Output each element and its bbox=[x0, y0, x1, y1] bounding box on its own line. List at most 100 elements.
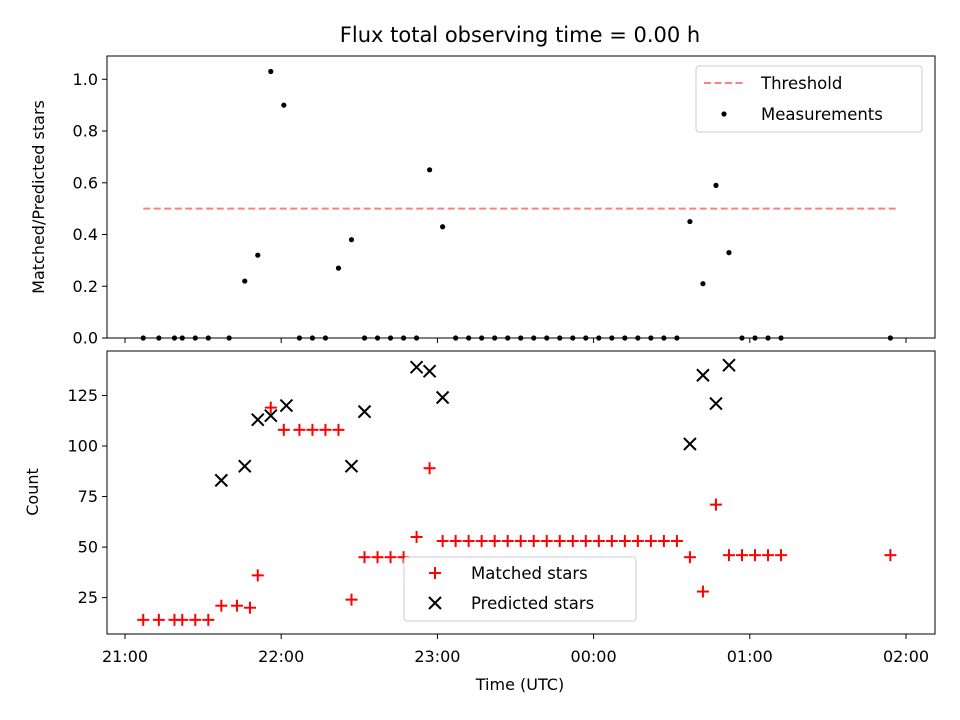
matched-star-marker bbox=[251, 569, 264, 582]
bottom-xtick-label: 00:00 bbox=[571, 647, 617, 666]
measurement-point bbox=[440, 224, 446, 230]
matched-star-marker bbox=[884, 549, 897, 562]
legend-matched-label: Matched stars bbox=[471, 564, 588, 583]
bottom-legend: Matched stars Predicted stars bbox=[403, 556, 637, 622]
predicted-star-marker bbox=[709, 396, 723, 411]
matched-star-marker bbox=[644, 535, 657, 548]
top-ytick-label: 1.0 bbox=[73, 70, 98, 89]
matched-star-marker bbox=[592, 535, 605, 548]
predicted-star-marker bbox=[409, 360, 424, 374]
legend-measurements-swatch bbox=[721, 111, 727, 117]
matched-star-marker bbox=[264, 401, 277, 414]
bottom-ytick-label: 125 bbox=[67, 386, 98, 405]
matched-star-marker bbox=[152, 613, 165, 626]
matched-star-marker bbox=[670, 535, 683, 548]
matched-star-marker bbox=[631, 535, 644, 548]
top-ytick-label: 0.8 bbox=[73, 122, 98, 141]
matched-star-marker bbox=[137, 613, 150, 626]
legend-predicted-swatch bbox=[428, 596, 442, 610]
matched-star-marker bbox=[762, 549, 775, 562]
matched-star-marker bbox=[579, 535, 592, 548]
top-ytick-label: 0.4 bbox=[73, 225, 98, 244]
matched-star-marker bbox=[436, 535, 449, 548]
chart-title: Flux total observing time = 0.00 h bbox=[340, 23, 700, 47]
predicted-star-marker bbox=[344, 459, 359, 473]
matched-star-marker bbox=[618, 535, 631, 548]
measurement-point bbox=[255, 252, 261, 258]
matched-star-marker bbox=[514, 535, 527, 548]
matched-star-marker bbox=[202, 613, 215, 626]
matched-star-marker bbox=[696, 585, 709, 598]
measurement-point bbox=[726, 250, 732, 256]
matched-star-marker bbox=[488, 535, 501, 548]
matched-star-marker bbox=[527, 535, 540, 548]
measurement-point bbox=[713, 182, 719, 188]
matched-star-marker bbox=[553, 535, 566, 548]
measurement-point bbox=[268, 68, 274, 75]
top-ylabel: Matched/Predicted stars bbox=[29, 100, 48, 294]
matched-star-marker bbox=[189, 613, 202, 626]
matched-star-marker bbox=[176, 613, 189, 626]
matched-star-marker bbox=[449, 535, 462, 548]
measurement-point bbox=[687, 218, 693, 225]
bottom-ytick-label: 50 bbox=[78, 538, 98, 557]
matched-star-marker bbox=[243, 601, 256, 614]
matched-star-marker bbox=[345, 593, 358, 606]
top-ytick-label: 0.6 bbox=[73, 173, 98, 192]
predicted-star-marker bbox=[683, 437, 697, 451]
predicted-star-marker bbox=[357, 404, 372, 419]
predicted-star-marker bbox=[722, 358, 736, 372]
predicted-star-marker bbox=[279, 398, 294, 413]
predicted-star-marker bbox=[251, 413, 265, 427]
legend-threshold-label: Threshold bbox=[760, 74, 842, 93]
legend-matched-swatch bbox=[429, 567, 441, 579]
matched-star-marker bbox=[332, 423, 345, 436]
measurement-point bbox=[335, 265, 342, 271]
bottom-xtick-label: 22:00 bbox=[258, 647, 304, 666]
predicted-star-marker bbox=[238, 459, 252, 473]
matched-star-marker bbox=[319, 423, 332, 436]
measurement-point bbox=[242, 278, 248, 284]
measurement-point bbox=[426, 167, 433, 173]
matched-star-marker bbox=[722, 549, 735, 562]
matched-star-marker bbox=[683, 551, 696, 564]
matched-star-marker bbox=[215, 599, 228, 612]
bottom-ylabel: Count bbox=[23, 468, 42, 516]
bottom-ytick-label: 75 bbox=[78, 487, 98, 506]
matched-star-marker bbox=[293, 423, 306, 436]
predicted-star-marker bbox=[264, 408, 278, 423]
matched-star-marker bbox=[605, 535, 618, 548]
predicted-star-marker bbox=[435, 390, 450, 405]
measurement-point bbox=[281, 102, 287, 108]
measurement-point bbox=[700, 281, 706, 287]
matched-star-marker bbox=[735, 549, 748, 562]
matched-star-marker bbox=[709, 498, 722, 511]
bottom-xtick-label: 02:00 bbox=[883, 647, 929, 666]
legend-predicted-label: Predicted stars bbox=[471, 594, 594, 613]
predicted-star-marker bbox=[214, 473, 229, 488]
bottom-ytick-label: 25 bbox=[78, 588, 98, 607]
bottom-xtick-label: 01:00 bbox=[727, 647, 773, 666]
measurement-point bbox=[348, 237, 355, 243]
matched-star-marker bbox=[749, 549, 762, 562]
matched-star-marker bbox=[277, 423, 290, 436]
matched-star-marker bbox=[475, 535, 488, 548]
matched-star-marker bbox=[775, 549, 788, 562]
matched-star-marker bbox=[230, 599, 243, 612]
bottom-xlabel: Time (UTC) bbox=[475, 675, 564, 694]
top-plot-area: 0.0 0.2 0.4 0.6 0.8 1.0 bbox=[73, 55, 936, 348]
matched-star-marker bbox=[540, 535, 553, 548]
matched-star-marker bbox=[566, 535, 579, 548]
top-axes-frame bbox=[106, 55, 936, 339]
top-ytick-label: 0.2 bbox=[73, 277, 98, 296]
matched-star-marker bbox=[306, 423, 319, 436]
bottom-xtick-label: 21:00 bbox=[102, 647, 148, 666]
bottom-axes-frame bbox=[106, 350, 936, 635]
legend-measurements-label: Measurements bbox=[761, 105, 883, 124]
matched-star-marker bbox=[371, 551, 384, 564]
matched-star-marker bbox=[462, 535, 475, 548]
predicted-star-marker bbox=[696, 368, 710, 382]
matched-star-marker bbox=[657, 535, 670, 548]
predicted-star-marker bbox=[422, 364, 437, 378]
